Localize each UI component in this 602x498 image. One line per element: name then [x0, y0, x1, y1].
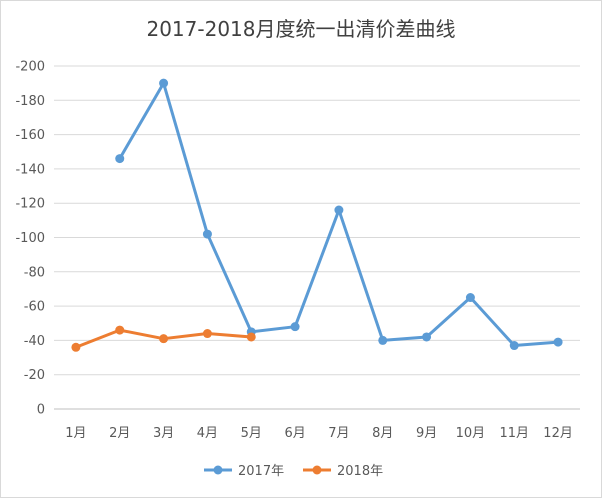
gridlines	[54, 65, 580, 410]
data-point	[115, 154, 125, 164]
x-tick-label: 12月	[543, 426, 573, 441]
y-tick-label: 0	[37, 403, 45, 418]
data-point	[202, 229, 212, 239]
y-tick-label: -40	[24, 334, 45, 349]
legend-marker-1	[312, 465, 322, 475]
data-point	[334, 205, 344, 215]
y-tick-label: -160	[15, 128, 45, 143]
x-tick-label: 6月	[284, 426, 305, 441]
data-point	[115, 325, 125, 335]
x-tick-label: 2月	[109, 426, 130, 441]
data-point	[159, 334, 169, 344]
data-point	[509, 341, 519, 351]
x-tick-label: 8月	[372, 426, 393, 441]
legend-marker-0	[213, 465, 223, 475]
x-tick-label: 4月	[197, 426, 218, 441]
y-tick-label: -200	[15, 60, 45, 75]
data-point	[202, 329, 212, 339]
x-tick-label: 10月	[456, 426, 486, 441]
legend-label: 2018年	[337, 464, 383, 479]
chart-title: 2017-2018月度统一出清价差曲线	[146, 17, 455, 41]
data-point	[71, 342, 81, 352]
data-point	[553, 337, 563, 347]
y-tick-label: -180	[15, 94, 45, 109]
series-lines	[74, 81, 560, 349]
legend: 2017年 2018年	[204, 464, 383, 479]
y-tick-label: -120	[15, 197, 45, 212]
x-tick-label: 5月	[241, 426, 262, 441]
y-tick-label: -100	[15, 231, 45, 246]
x-tick-label: 9月	[416, 426, 437, 441]
data-point	[378, 335, 388, 345]
y-tick-label: -60	[24, 300, 45, 315]
x-axis-tick-labels: 1月 2月 3月 4月 5月 6月 7月 8月 9月 10月 11月 12月	[65, 426, 573, 441]
y-tick-label: -20	[24, 368, 45, 383]
y-axis-tick-labels: 0 -20 -40 -60 -80 -100 -120 -140 -160 -180 -200	[15, 60, 45, 418]
x-tick-label: 3月	[153, 426, 174, 441]
x-tick-label: 11月	[499, 426, 529, 441]
x-tick-label: 1月	[65, 426, 86, 441]
data-point	[246, 332, 256, 342]
legend-label: 2017年	[238, 464, 284, 479]
data-point	[159, 78, 169, 88]
x-tick-label: 7月	[328, 426, 349, 441]
data-point	[422, 332, 432, 342]
y-tick-label: -140	[15, 162, 45, 177]
data-point	[290, 322, 300, 332]
y-tick-label: -80	[24, 265, 45, 280]
data-point	[465, 293, 475, 303]
series-points	[71, 78, 563, 352]
